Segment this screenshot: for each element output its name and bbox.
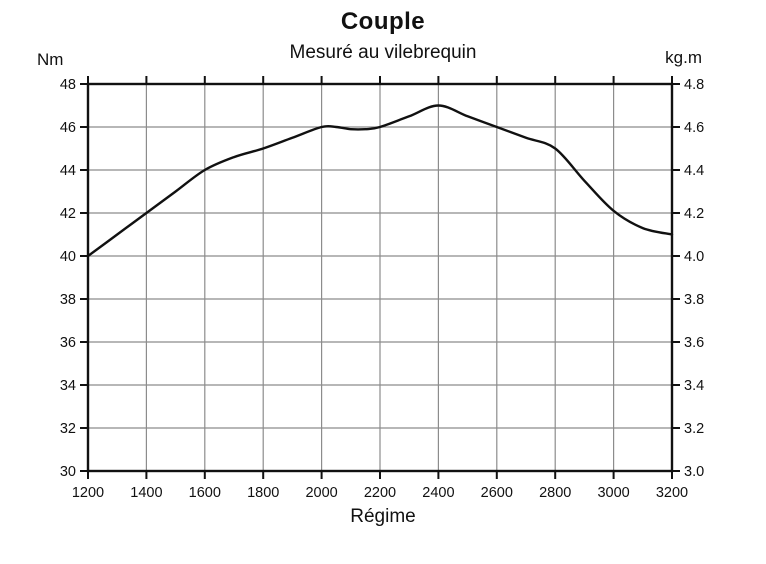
- right-axis-unit-label: kg.m: [665, 48, 702, 67]
- y-right-tick-label: 4.0: [684, 249, 704, 265]
- x-tick-label: 1800: [247, 485, 279, 501]
- x-tick-label: 2800: [539, 485, 571, 501]
- y-left-tick-label: 32: [60, 421, 76, 437]
- y-left-tick-label: 36: [60, 335, 76, 351]
- y-left-tick-label: 30: [60, 464, 76, 480]
- y-right-tick-label: 3.4: [684, 378, 704, 394]
- y-right-tick-label: 3.8: [684, 292, 704, 308]
- left-axis-unit-label: Nm: [37, 50, 64, 69]
- x-tick-label: 1400: [130, 485, 162, 501]
- x-tick-label: 2200: [364, 485, 396, 501]
- x-tick-label: 2600: [481, 485, 513, 501]
- x-tick-label: 3200: [656, 485, 688, 501]
- y-left-tick-label: 34: [60, 378, 76, 394]
- y-left-tick-label: 40: [60, 249, 76, 265]
- x-tick-label: 1600: [189, 485, 221, 501]
- y-right-tick-label: 3.0: [684, 464, 704, 480]
- x-tick-label: 3000: [597, 485, 629, 501]
- y-right-tick-label: 3.6: [684, 335, 704, 351]
- y-left-tick-label: 42: [60, 206, 76, 222]
- y-left-tick-label: 48: [60, 77, 76, 93]
- y-right-tick-label: 4.4: [684, 163, 704, 179]
- y-right-tick-label: 4.6: [684, 120, 704, 136]
- y-left-tick-label: 38: [60, 292, 76, 308]
- y-left-tick-label: 44: [60, 163, 76, 179]
- chart-subtitle: Mesuré au vilebrequin: [289, 42, 477, 63]
- x-axis-title: Régime: [350, 506, 416, 527]
- x-tick-label: 2000: [305, 485, 337, 501]
- chart-title: Couple: [340, 8, 426, 35]
- y-right-tick-label: 4.8: [684, 77, 704, 93]
- x-tick-label: 2400: [422, 485, 454, 501]
- y-right-tick-label: 4.2: [684, 206, 704, 222]
- x-tick-label: 1200: [72, 485, 104, 501]
- torque-curve: [86, 104, 674, 258]
- y-left-tick-label: 46: [60, 120, 76, 136]
- y-right-tick-label: 3.2: [684, 421, 704, 437]
